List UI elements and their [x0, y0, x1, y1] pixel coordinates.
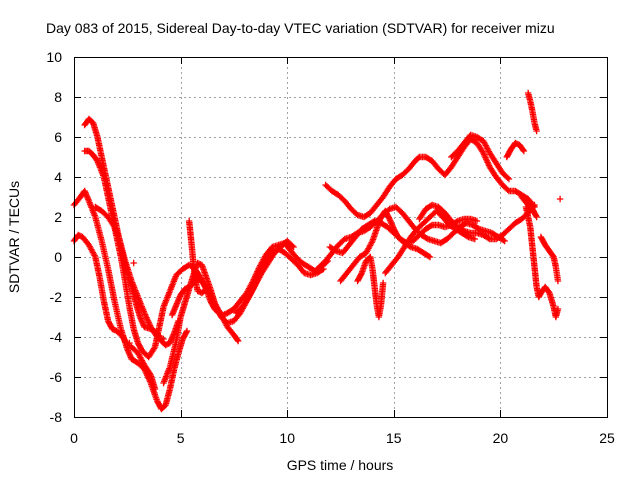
x-tick-label: 15 — [386, 430, 402, 446]
point-arc-12 — [473, 217, 481, 225]
point-arc-18 — [519, 146, 527, 153]
point-arc-4 — [234, 337, 242, 345]
point-isolated — [556, 195, 564, 203]
point-arc-20 — [554, 305, 562, 313]
point-arc-7 — [195, 260, 203, 267]
point-arc-1 — [183, 327, 191, 335]
point-arc-9 — [290, 243, 297, 251]
point-arc-2 — [109, 325, 116, 333]
point-arc-14 — [379, 279, 387, 287]
point-arc-12 — [331, 247, 339, 254]
chart-title: Day 083 of 2015, Sidereal Day-to-day VTE… — [46, 20, 555, 36]
tick-labels: 0 5 10 15 20 25 -8 -6 -4 -2 0 2 4 6 8 10 — [46, 49, 615, 446]
point-arc-15 — [471, 235, 479, 243]
point-arc-16 — [485, 235, 492, 242]
point-isolated — [130, 259, 137, 267]
y-tick-label: -2 — [50, 289, 63, 305]
y-tick-label: 8 — [54, 89, 62, 105]
y-tick-label: -6 — [50, 369, 63, 385]
x-tick-label: 20 — [493, 430, 509, 446]
point-arc-12 — [427, 222, 435, 229]
point-arc-21 — [549, 252, 557, 259]
point-arc-1 — [183, 329, 190, 336]
x-tick-label: 5 — [177, 430, 185, 446]
point-arc-11 — [474, 225, 482, 232]
plot-frame — [74, 57, 608, 418]
point-isolated — [126, 339, 133, 347]
grid-layer — [74, 57, 607, 417]
point-arc-2 — [151, 385, 159, 393]
point-arc-7 — [320, 265, 327, 273]
y-axis-label: SDTVAR / TECUs — [6, 181, 22, 293]
x-tick-label: 0 — [70, 430, 78, 446]
data-points — [70, 89, 564, 413]
point-arc-16 — [531, 201, 538, 209]
point-arc-8 — [202, 285, 210, 293]
point-arc-10 — [504, 186, 511, 193]
point-arc-11 — [501, 237, 508, 245]
point-arc-13 — [426, 253, 434, 261]
point-arc-22 — [533, 213, 540, 221]
point-arc-5 — [160, 335, 167, 343]
y-tick-label: -4 — [50, 329, 63, 345]
axis-ticks — [74, 57, 608, 418]
point-arc-18 — [512, 139, 519, 147]
point-arc-22 — [532, 212, 540, 219]
point-arc-11 — [500, 237, 507, 244]
x-tick-label: 25 — [599, 430, 615, 446]
point-arc-8 — [201, 286, 209, 294]
y-tick-label: -8 — [50, 409, 63, 425]
x-tick-label: 10 — [279, 430, 295, 446]
point-arc-2 — [146, 370, 154, 377]
point-arc-9 — [289, 242, 296, 249]
point-arc-19 — [533, 127, 540, 135]
point-arc-17 — [504, 174, 511, 181]
point-arc-13 — [425, 253, 432, 260]
point-arc-2 — [110, 326, 117, 333]
point-arc-2 — [75, 231, 82, 239]
point-arc-3 — [163, 341, 171, 348]
point-arc-16 — [459, 227, 467, 234]
x-axis-label: GPS time / hours — [287, 457, 394, 473]
point-arc-17 — [505, 175, 513, 183]
point-arc-11 — [423, 235, 430, 242]
point-arc-18 — [520, 147, 528, 155]
y-tick-label: 4 — [54, 169, 62, 185]
y-tick-label: 2 — [54, 209, 62, 225]
point-arc-3 — [162, 341, 169, 349]
point-arc-4 — [234, 336, 241, 343]
point-arc-4 — [150, 345, 158, 352]
y-tick-label: 0 — [54, 249, 62, 265]
point-arc-14 — [357, 271, 365, 278]
y-tick-label: 6 — [54, 129, 62, 145]
point-arc-18 — [513, 140, 520, 147]
point-arc-8 — [194, 287, 201, 295]
y-tick-label: 10 — [46, 49, 62, 65]
point-arc-2 — [76, 232, 83, 239]
point-arc-21 — [554, 277, 562, 285]
